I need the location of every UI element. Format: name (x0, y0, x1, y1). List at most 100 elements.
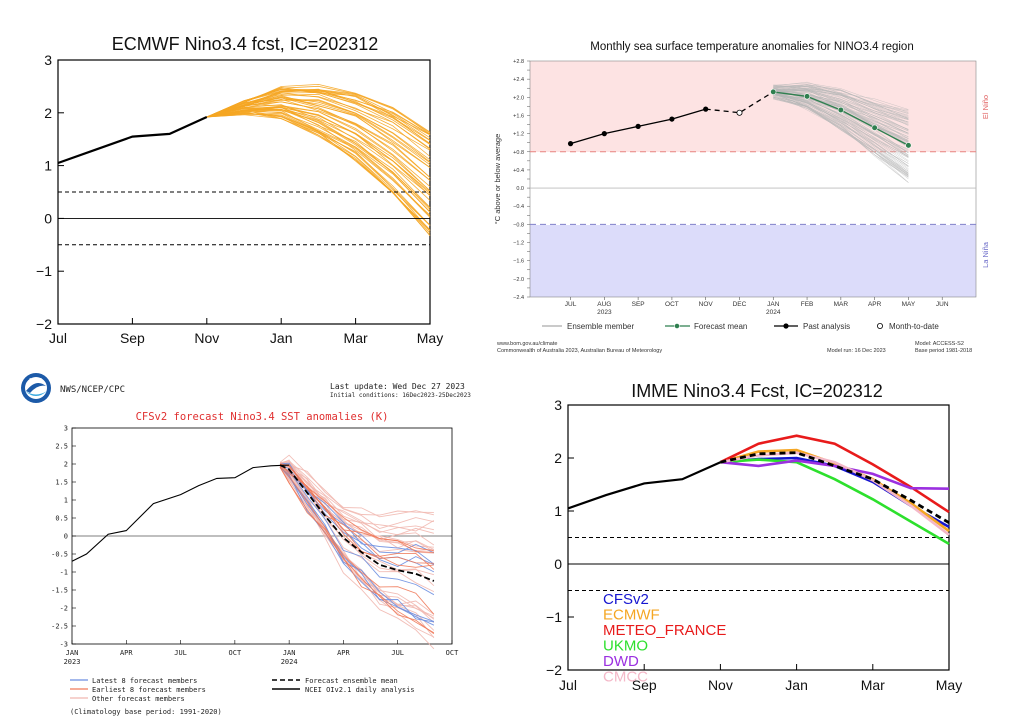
bom-y-tick-label: +1.2 (513, 132, 524, 138)
bom-member-line (773, 98, 909, 183)
ecmwf-member-line (206, 112, 431, 226)
cfsv2-y-tick-label: -2 (60, 605, 68, 613)
imme-observed-series (567, 461, 721, 510)
bom-member-line (773, 88, 909, 135)
bom-threshold-lines (530, 151, 976, 225)
bom-member-line (773, 81, 909, 110)
cfsv2-x-tick-label: JUL (174, 649, 187, 657)
ecmwf-x-tick-label: Sep (120, 330, 145, 346)
cfsv2-x-tick-year: 2024 (281, 658, 298, 666)
ecmwf-y-ticks: −2 −1 0 1 2 3 (36, 52, 64, 332)
ecmwf-x-tick-label: Nov (194, 330, 219, 346)
bom-x-tick-label: JAN (767, 301, 780, 308)
cfsv2-y-tick-label: -1 (60, 569, 68, 577)
bom-y-tick-label: +1.6 (513, 113, 524, 119)
bom-y-tick-label: +0.4 (513, 168, 524, 174)
cfsv2-header-org: NWS/NCEP/CPC (60, 385, 125, 395)
bom-footer-model: Model: ACCESS-S2 (915, 341, 964, 347)
cfsv2-member-line (279, 464, 434, 568)
ecmwf-member-line (206, 96, 431, 168)
ecmwf-y-tick-label: −2 (36, 316, 52, 332)
ecmwf-x-tick-label: May (417, 330, 443, 346)
cfsv2-y-tick-label: 2 (64, 461, 68, 469)
bom-member-line (773, 97, 909, 167)
ecmwf-member-line (206, 110, 431, 232)
legend-ensemble-label: Ensemble member (567, 322, 634, 331)
imme-x-tick-label: Jul (559, 677, 577, 693)
ecmwf-x-tick-label: Jan (270, 330, 293, 346)
cfsv2-y-tick-label: 0.5 (55, 515, 68, 523)
legend-other-label: Other forecast members (92, 695, 185, 703)
bom-x-tick-label: JUL (565, 301, 577, 308)
cfsv2-y-tick-label: -1.5 (51, 587, 68, 595)
legend-ncei-label: NCEI OIv2.1 daily analysis (305, 686, 415, 694)
imme-y-ticks: −2 −1 0 1 2 3 (546, 397, 574, 678)
bom-member-line (773, 97, 909, 164)
imme-y-tick-label: −2 (546, 662, 562, 678)
imme-legend-ukmo: UKMO (603, 638, 648, 655)
bom-y-tick-label: −0.4 (513, 204, 524, 210)
bom-past-analysis-point (669, 116, 675, 122)
bom-member-line (773, 82, 909, 113)
ecmwf-x-ticks: Jul Sep Nov Jan Mar May (49, 318, 443, 346)
cfsv2-member-line (279, 465, 435, 593)
bom-y-ticks: −2.4 −2.0 −1.6 −1.2 −0.8 −0.4 0.0 +0.4 +0.8 +1.2 +… (513, 59, 530, 301)
imme-x-tick-label: Mar (861, 677, 885, 693)
cfsv2-x-tick-label: APR (120, 649, 133, 657)
cfsv2-y-tick-label: 0 (64, 533, 68, 541)
cfsv2-panel: NOAA NWS/NCEP/CPC Last update: Wed Dec 2… (21, 373, 471, 716)
cfsv2-member-line (279, 463, 434, 551)
bom-footer-url: www.bom.gov.au/climate (496, 341, 557, 347)
bom-member-line (773, 92, 909, 134)
bom-x-tick-year: 2023 (597, 309, 612, 316)
el-nino-label: El Niño (981, 95, 990, 119)
cfsv2-y-tick-label: -0.5 (51, 551, 68, 559)
ecmwf-observed-line (57, 115, 208, 165)
imme-title: IMME Nino3.4 Fcst, IC=202312 (631, 381, 883, 401)
imme-reference-lines (568, 537, 949, 591)
imme-series-meteo-france (719, 434, 950, 514)
legend-forecast-mean-label: Forecast mean (694, 322, 747, 331)
bom-x-tick-year: 2024 (766, 309, 781, 316)
bom-panel: Monthly sea surface temperature anomalie… (493, 41, 990, 354)
cfsv2-y-tick-label: -3 (60, 641, 68, 649)
cfsv2-member-line (279, 462, 434, 533)
bom-member-line (773, 93, 909, 158)
cfsv2-member-line (280, 460, 434, 529)
imme-legend-ecmwf: ECMWF (603, 607, 660, 624)
legend-ens-mean-label: Forecast ensemble mean (305, 677, 398, 685)
ecmwf-title: ECMWF Nino3.4 fcst, IC=202312 (112, 34, 379, 54)
ecmwf-member-line (206, 108, 431, 216)
bom-past-analysis-point (635, 123, 641, 129)
ecmwf-x-tick-label: Jul (49, 330, 67, 346)
cfsv2-x-tick-label: JAN (283, 649, 296, 657)
ecmwf-observed-series (57, 115, 208, 165)
cfsv2-x-tick-year: 2023 (64, 658, 81, 666)
bom-forecast-mean-point (871, 124, 878, 131)
imme-y-tick-label: −1 (546, 609, 562, 625)
bom-month-to-date-dashed-line (705, 91, 774, 114)
imme-mme-mean-line (720, 451, 950, 524)
ecmwf-member-line (206, 89, 431, 135)
imme-observed-line (567, 461, 721, 510)
bom-member-line (773, 92, 909, 180)
bom-forecast-mean-point (770, 88, 777, 95)
bom-member-line (773, 87, 909, 143)
bom-member-line (773, 92, 909, 152)
cfsv2-member-line (279, 465, 435, 615)
imme-series-cfsv2 (720, 456, 950, 529)
legend-month-to-date-label: Month-to-date (889, 322, 939, 331)
cfsv2-title: CFSv2 forecast Nino3.4 SST anomalies (K) (136, 411, 389, 423)
cfsv2-member-line (280, 463, 434, 552)
el-nino-region (530, 61, 976, 152)
bom-y-tick-label: −0.8 (513, 222, 524, 228)
ecmwf-y-tick-label: 1 (44, 158, 52, 174)
ecmwf-reference-lines (58, 191, 430, 246)
cfsv2-member-line (279, 454, 434, 516)
imme-legend-cfsv2: CFSv2 (603, 591, 649, 608)
bom-past-analysis-point (567, 141, 574, 147)
bom-y-tick-label: +0.8 (513, 150, 524, 156)
ecmwf-member-line (206, 109, 431, 212)
ecmwf-ensemble-members (206, 83, 431, 236)
